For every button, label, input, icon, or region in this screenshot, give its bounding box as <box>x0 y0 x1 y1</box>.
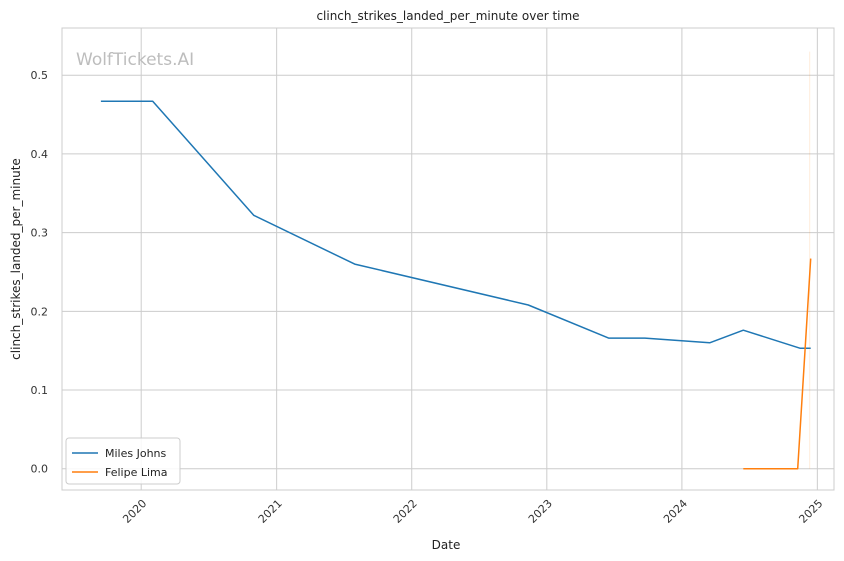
y-tick-label: 0.1 <box>31 384 49 397</box>
legend-label-miles-johns: Miles Johns <box>105 447 167 460</box>
series-line-felipe-lima <box>743 258 812 470</box>
x-axis-ticks: 2020 2021 2022 2023 2024 2025 <box>120 497 825 526</box>
x-tick-label: 2021 <box>256 497 285 526</box>
plot-frame <box>61 27 835 491</box>
plot-background <box>62 28 834 490</box>
y-axis-label: clinch_strikes_landed_per_minute <box>9 158 23 360</box>
x-tick-label: 2023 <box>526 497 555 526</box>
legend: Miles Johns Felipe Lima <box>65 437 181 485</box>
x-axis-label: Date <box>432 538 461 552</box>
y-axis-ticks: 0.0 0.1 0.2 0.3 0.4 0.5 <box>31 69 49 476</box>
x-tick-label: 2020 <box>120 497 149 526</box>
watermark: WolfTickets.AI <box>76 50 194 70</box>
x-tick-label: 2025 <box>796 497 825 526</box>
y-tick-label: 0.4 <box>31 148 49 161</box>
y-tick-label: 0.0 <box>31 463 49 476</box>
y-tick-label: 0.5 <box>31 69 49 82</box>
series-line-miles-johns <box>100 100 811 350</box>
y-tick-label: 0.2 <box>31 305 49 318</box>
x-tick-label: 2024 <box>661 497 690 526</box>
grid <box>62 28 834 490</box>
y-tick-label: 0.3 <box>31 227 49 240</box>
x-tick-label: 2022 <box>391 497 420 526</box>
legend-label-felipe-lima: Felipe Lima <box>105 466 168 479</box>
chart-title: clinch_strikes_landed_per_minute over ti… <box>316 9 579 23</box>
series-layer <box>100 51 812 470</box>
